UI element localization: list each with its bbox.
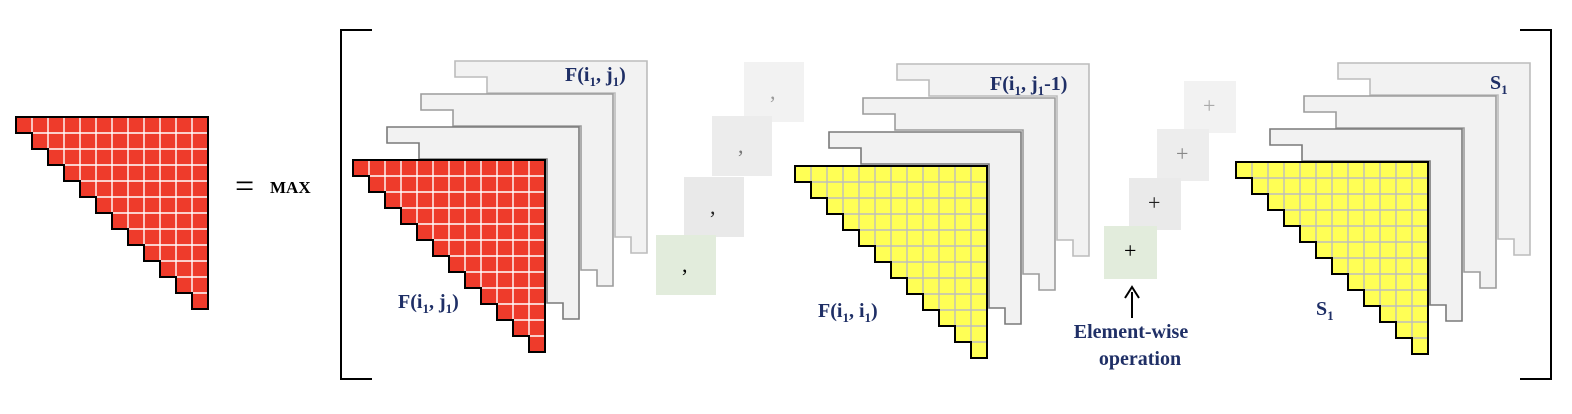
comma-box-3 [712, 116, 772, 176]
comma-box-4 [744, 62, 804, 122]
stacked-panel [828, 131, 1022, 325]
plus-4: + [1203, 93, 1215, 118]
comma-4: , [770, 79, 776, 104]
plus-2: + [1148, 190, 1160, 215]
stacked-panel [420, 93, 614, 287]
label-back-red: F(i1, j1) [565, 64, 626, 89]
plus-box-3 [1157, 129, 1209, 181]
left-bracket [340, 29, 372, 380]
comma-2: , [710, 194, 716, 219]
label-back-yellow-2: S1 [1490, 72, 1508, 97]
stacked-panel [862, 97, 1056, 291]
comma-1: , [682, 252, 688, 277]
stacked-panel [454, 60, 648, 254]
annotation-line-2: operation [1099, 348, 1181, 370]
label-front-yellow-2: S1 [1316, 298, 1334, 323]
stacked-panel [1269, 128, 1463, 322]
group-yellow-2: S1 S1 [1235, 62, 1531, 355]
element-wise-annotation: Element-wise operation [1074, 285, 1189, 370]
stacked-panel [386, 126, 580, 320]
result-matrix [15, 116, 209, 310]
equals-sign: = [235, 168, 254, 205]
stacked-panel [1337, 62, 1531, 256]
triangle-outline [352, 159, 546, 353]
group-red: F(i1, j1) F(i1, j1) [352, 60, 648, 353]
comma-3: , [738, 133, 744, 158]
comma-tokens: , , , , [656, 62, 804, 295]
comma-box-2 [684, 177, 744, 237]
triangle-outline [794, 165, 988, 359]
plus-3: + [1176, 141, 1188, 166]
plus-box-2 [1129, 178, 1181, 230]
plus-box-4 [1184, 81, 1236, 133]
triangle-outline [15, 116, 209, 310]
annotation-arrow-head [1124, 285, 1140, 299]
max-operator: MAX [270, 178, 311, 197]
comma-box-1 [656, 235, 716, 295]
triangle-outline [1235, 161, 1429, 355]
right-bracket [1520, 29, 1552, 380]
stacked-panel [1303, 95, 1497, 289]
label-back-yellow-1: F(i1, j1-1) [990, 73, 1067, 98]
plus-1: + [1124, 238, 1136, 263]
label-front-yellow-1: F(i1, i1) [818, 300, 878, 325]
annotation-line-1: Element-wise [1074, 321, 1189, 343]
plus-box-1 [1104, 226, 1157, 279]
stacked-panel [896, 63, 1090, 257]
group-yellow-1: F(i1, j1-1) F(i1, i1) [794, 63, 1090, 359]
label-front-red: F(i1, j1) [398, 291, 459, 316]
plus-tokens: + + + + [1104, 81, 1236, 279]
